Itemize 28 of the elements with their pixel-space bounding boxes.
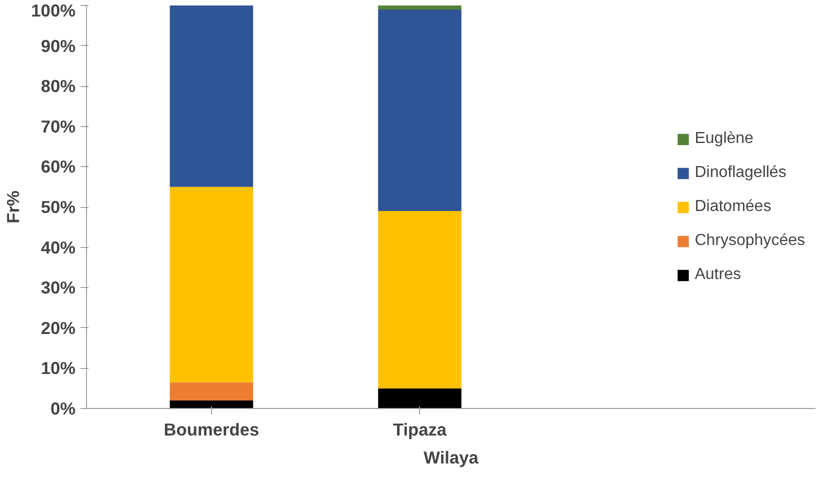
y-tick-label: 90% (40, 36, 76, 56)
y-tick-label: 50% (40, 197, 76, 217)
legend-label: Autres (694, 266, 741, 284)
y-tick-label: 70% (40, 116, 76, 136)
bar (170, 400, 254, 408)
y-tick-label: 10% (40, 358, 76, 378)
y-tick-label: 20% (40, 318, 76, 338)
y-tick-label: 40% (40, 237, 76, 258)
y-tick-label: 60% (40, 156, 76, 177)
bar (170, 382, 254, 400)
y-tick-label: 0% (50, 398, 76, 418)
bar (170, 186, 254, 382)
y-axis-title: Fr% (3, 190, 24, 224)
x-tick-label: Tipaza (392, 420, 447, 440)
x-axis-title: Wilaya (424, 448, 479, 468)
legend-label: Chrysophycées (694, 232, 805, 250)
bar (170, 6, 254, 187)
y-tick-label: 100% (31, 0, 76, 20)
legend-label: Euglène (694, 130, 754, 148)
legend-label: Dinoflagellés (694, 164, 786, 182)
bar (378, 211, 462, 388)
bar (378, 388, 462, 408)
bar (378, 10, 462, 212)
x-tick-label: Boumerdes (164, 420, 260, 440)
y-tick-label: 30% (40, 278, 76, 298)
bar (378, 6, 462, 10)
y-tick-label: 80% (40, 76, 76, 96)
legend-label: Diatomées (694, 198, 772, 216)
